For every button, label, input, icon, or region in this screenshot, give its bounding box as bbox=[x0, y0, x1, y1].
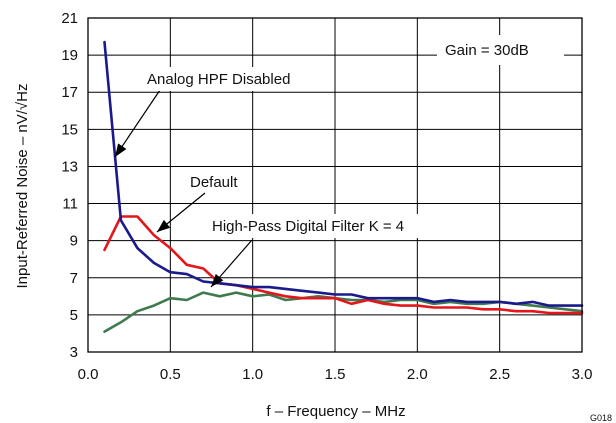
x-tick-label: 2.0 bbox=[407, 366, 428, 383]
y-tick-labels: 3 5 7 9 11 13 15 17 19 21 bbox=[61, 10, 78, 361]
series-line-0 bbox=[103, 40, 584, 307]
gain-label-box bbox=[437, 35, 564, 65]
x-tick-labels: 0.0 0.5 1.0 1.5 2.0 2.5 3.0 bbox=[78, 366, 593, 383]
series-lines bbox=[103, 40, 584, 333]
x-tick-label: 0.5 bbox=[160, 366, 181, 383]
x-tick-label: 1.5 bbox=[325, 366, 346, 383]
gain-annotation: Gain = 30dB bbox=[445, 42, 529, 59]
y-tick-label: 7 bbox=[70, 270, 78, 287]
y-tick-label: 19 bbox=[61, 47, 78, 64]
figure-id: G018 bbox=[590, 413, 612, 423]
x-axis-title: f – Frequency – MHz bbox=[266, 403, 405, 420]
y-axis-title: Input-Referred Noise – nV/√Hz bbox=[14, 84, 31, 289]
x-tick-label: 0.0 bbox=[78, 366, 99, 383]
y-tick-label: 3 bbox=[70, 344, 78, 361]
y-tick-label: 5 bbox=[70, 307, 78, 324]
y-tick-label: 9 bbox=[70, 233, 78, 250]
default-label-box bbox=[186, 170, 248, 192]
default-annotation: Default bbox=[190, 174, 238, 191]
x-tick-label: 2.5 bbox=[489, 366, 510, 383]
hpf-arrow-shaft bbox=[114, 89, 161, 158]
digital-filter-arrow-head bbox=[211, 273, 224, 287]
y-tick-label: 15 bbox=[61, 121, 78, 138]
digital-filter-annotation: High-Pass Digital Filter K = 4 bbox=[212, 218, 404, 235]
callout-arrows bbox=[114, 89, 253, 288]
x-tick-label: 3.0 bbox=[572, 366, 593, 383]
default-arrow-head bbox=[157, 219, 171, 232]
y-tick-label: 13 bbox=[61, 158, 78, 175]
hpf-label-box bbox=[140, 67, 330, 91]
x-tick-label: 1.0 bbox=[242, 366, 263, 383]
analog-hpf-annotation: Analog HPF Disabled bbox=[147, 71, 290, 88]
hpf-arrow-head bbox=[115, 143, 127, 157]
y-tick-label: 17 bbox=[61, 84, 78, 101]
series-line-2 bbox=[103, 291, 584, 333]
series-line-1 bbox=[103, 215, 584, 315]
plot-frame bbox=[87, 17, 583, 353]
y-tick-label: 21 bbox=[61, 10, 78, 27]
digital-filter-label-box bbox=[208, 214, 464, 238]
y-tick-label: 11 bbox=[62, 196, 78, 213]
